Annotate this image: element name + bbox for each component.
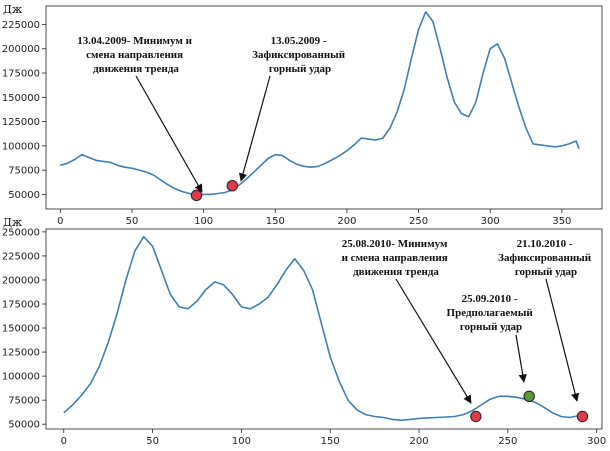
chart-2-annotation-3-arrow — [545, 278, 580, 402]
x-tick-label: 0 — [61, 436, 67, 447]
x-tick-label: 0 — [57, 216, 63, 227]
y-tick-label: 225000 — [2, 20, 40, 31]
chart-2-annotation-1-arrow — [395, 278, 472, 404]
chart-2-annotation-3-line-2: Зафиксированный — [498, 252, 592, 264]
y-tick-label: 200000 — [2, 275, 40, 286]
chart-1: Дж 50000 75000 100000 125000 150000 175000 200… — [2, 3, 603, 227]
chart-2-annotation-2: 25.09.2010 - Предполагаемый горный удар — [447, 293, 536, 333]
chart-2-annotation-2-arrow — [515, 334, 527, 383]
y-tick-label: 125000 — [2, 117, 40, 128]
chart-1-series-line — [60, 11, 580, 197]
x-tick-label: 50 — [146, 436, 159, 447]
chart-2-annotation-3: 21.10.2010 - Зафиксированный горный удар — [498, 238, 594, 278]
y-tick-label: 50000 — [8, 190, 40, 201]
chart-1-annotation-1-line-2: смена направления — [86, 49, 183, 61]
chart-2-markers — [470, 390, 589, 423]
y-tick-label: 100000 — [2, 372, 40, 383]
chart-1-annotation-2: 13.05.2009 - Зафиксированный горный удар — [252, 35, 348, 75]
chart-2-annotation-1: 25.08.2010- Минимум и смена направления … — [342, 238, 451, 278]
x-tick-label: 50 — [126, 216, 139, 227]
chart-1-annotation-1-line-1: 13.04.2009- Минимум и — [77, 35, 192, 47]
x-tick-label: 250 — [409, 216, 428, 227]
y-tick-label: 175000 — [2, 69, 40, 80]
chart-1-annotation-2-line-2: Зафиксированный — [252, 49, 346, 61]
chart-1-annotation-1: 13.04.2009- Минимум и смена направления … — [77, 35, 195, 75]
chart-1-markers — [190, 179, 238, 202]
chart-2-annotation-2-line-2: Предполагаемый — [447, 307, 534, 319]
event-marker — [523, 390, 535, 403]
chart-1-annotation-2-line-1: 13.05.2009 - — [271, 35, 327, 47]
chart-2: Дж 50000 75000 100000 125000 150000 175000 200… — [2, 216, 606, 447]
chart-1-annotation-2-line-3: горный удар — [269, 63, 331, 75]
y-tick-label: 200000 — [2, 44, 40, 55]
chart-2-series-line — [63, 235, 583, 422]
x-tick-label: 100 — [194, 216, 213, 227]
chart-2-x-ticks: 0 50 100 150 200 250 300 — [61, 429, 606, 447]
chart-2-annotation-3-line-3: горный удар — [515, 266, 577, 278]
y-tick-label: 150000 — [2, 93, 40, 104]
y-tick-label: 75000 — [8, 396, 40, 407]
event-marker — [470, 410, 482, 423]
x-tick-label: 150 — [266, 216, 285, 227]
x-tick-label: 100 — [232, 436, 251, 447]
chart-1-annotation-1-line-3: движения тренда — [93, 63, 179, 75]
x-tick-label: 200 — [337, 216, 356, 227]
y-tick-label: 150000 — [2, 324, 40, 335]
x-tick-label: 150 — [321, 436, 340, 447]
chart-2-annotation-2-line-1: 25.09.2010 - — [462, 293, 518, 305]
chart-2-annotation-1-line-3: движения тренда — [353, 266, 439, 278]
chart-1-axes-frame — [45, 5, 603, 210]
x-tick-label: 300 — [587, 436, 606, 447]
x-tick-label: 200 — [409, 436, 428, 447]
chart-2-annotation-1-line-2: и смена направления — [342, 252, 448, 264]
y-tick-label: 75000 — [8, 166, 40, 177]
event-marker — [576, 410, 589, 423]
y-tick-label: 250000 — [2, 227, 40, 238]
event-marker — [190, 189, 203, 202]
event-marker — [226, 179, 238, 192]
chart-1-x-ticks: 0 50 100 150 200 250 300 350 — [57, 209, 571, 227]
chart-1-annotation-1-arrow — [135, 75, 203, 193]
x-tick-label: 350 — [552, 216, 571, 227]
chart-1-y-ticks: 50000 75000 100000 125000 150000 175000 200000… — [2, 20, 46, 201]
y-tick-label: 100000 — [2, 141, 40, 152]
chart-2-annotation-2-line-3: горный удар — [460, 321, 522, 333]
chart-1-annotation-2-arrow — [238, 75, 271, 182]
y-tick-label: 125000 — [2, 348, 40, 359]
chart-2-ylabel: Дж — [3, 216, 22, 229]
x-tick-label: 300 — [481, 216, 500, 227]
chart-2-annotation-3-line-1: 21.10.2010 - — [517, 238, 573, 250]
chart-1-ylabel: Дж — [3, 3, 22, 16]
chart-2-y-ticks: 50000 75000 100000 125000 150000 175000 200000… — [2, 227, 46, 431]
x-tick-label: 250 — [498, 436, 517, 447]
chart-2-axes-frame — [45, 228, 603, 430]
chart-2-annotation-1-line-1: 25.08.2010- Минимум — [342, 238, 448, 250]
y-tick-label: 175000 — [2, 300, 40, 311]
y-tick-label: 50000 — [8, 420, 40, 431]
y-tick-label: 225000 — [2, 251, 40, 262]
